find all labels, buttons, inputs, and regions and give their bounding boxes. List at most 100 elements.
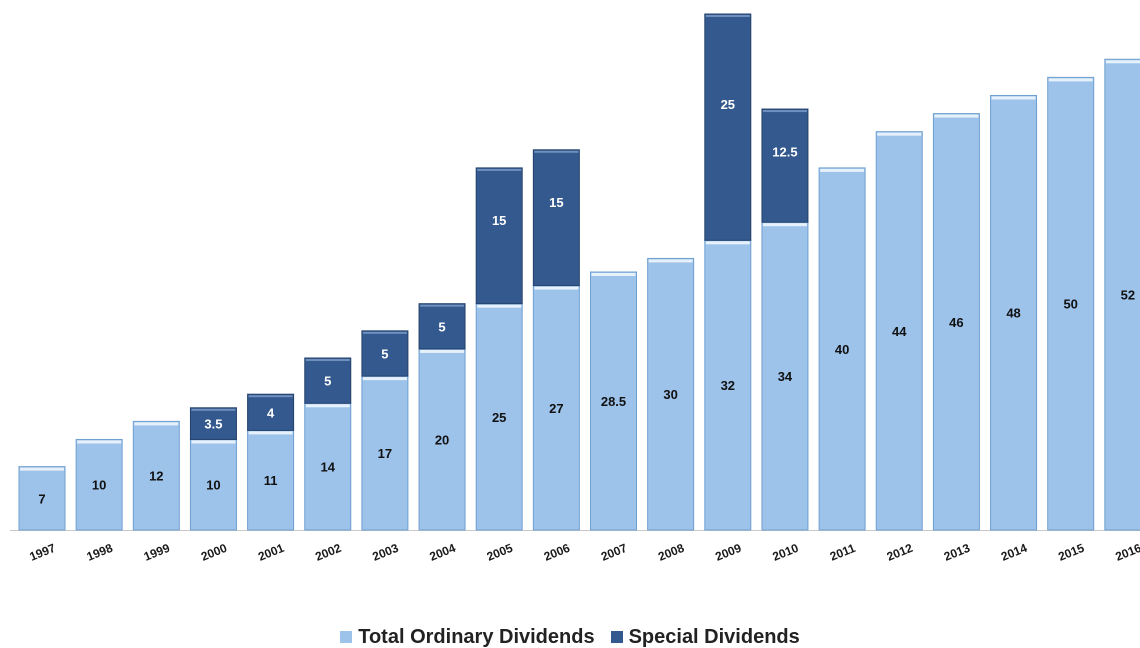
bar-label-ordinary-2014: 48 xyxy=(1006,306,1020,321)
bar-ordinary-2003 xyxy=(361,375,409,531)
bar-label-ordinary-2006: 27 xyxy=(549,401,563,416)
bar-ordinary-highlight-2005 xyxy=(477,304,522,308)
x-tick-label-2009: 2009 xyxy=(713,541,743,564)
legend-item-ordinary: Total Ordinary Dividends xyxy=(340,626,595,648)
chart-legend: Total Ordinary Dividends Special Dividen… xyxy=(0,626,1140,648)
bar-ordinary-1997 xyxy=(18,466,66,531)
bar-special-2003 xyxy=(361,330,409,377)
bar-ordinary-highlight-2016 xyxy=(1105,60,1140,64)
bar-ordinary-2001 xyxy=(247,429,295,531)
legend-swatch-ordinary xyxy=(340,631,353,643)
x-tick-label-1999: 1999 xyxy=(142,541,172,564)
bar-special-2005 xyxy=(475,167,523,305)
x-tick-label-2014: 2014 xyxy=(999,541,1029,564)
x-tick-label-2004: 2004 xyxy=(428,541,458,564)
bar-ordinary-2000 xyxy=(189,438,237,531)
x-tick-label-2001: 2001 xyxy=(256,541,286,564)
bar-ordinary-highlight-2000 xyxy=(191,440,236,444)
bar-label-ordinary-2002: 14 xyxy=(321,460,336,475)
bar-ordinary-highlight-2001 xyxy=(248,431,293,435)
bar-label-ordinary-1998: 10 xyxy=(92,478,106,493)
bar-label-ordinary-2010: 34 xyxy=(778,369,793,384)
bar-ordinary-2008 xyxy=(647,257,695,531)
bar-label-special-2005: 15 xyxy=(492,213,506,228)
x-tick-label-2012: 2012 xyxy=(885,541,915,564)
bar-ordinary-2002 xyxy=(304,402,352,531)
bar-label-ordinary-2003: 17 xyxy=(378,446,392,461)
bar-label-special-2006: 15 xyxy=(549,195,563,210)
x-tick-label-1998: 1998 xyxy=(85,541,115,564)
bar-label-ordinary-2001: 11 xyxy=(264,473,278,488)
bar-ordinary-2009 xyxy=(704,239,752,531)
bar-ordinary-highlight-2002 xyxy=(305,404,350,408)
bar-label-ordinary-2007: 28.5 xyxy=(601,394,626,409)
x-tick-label-2008: 2008 xyxy=(656,541,686,564)
bar-label-ordinary-2013: 46 xyxy=(949,315,963,330)
bar-ordinary-2014 xyxy=(990,94,1038,531)
bar-ordinary-2010 xyxy=(761,221,809,531)
bar-ordinary-highlight-2010 xyxy=(762,223,807,227)
bar-ordinary-highlight-2014 xyxy=(991,96,1036,100)
bar-special-highlight-2006 xyxy=(534,150,579,153)
bar-label-special-2010: 12.5 xyxy=(772,145,797,160)
bar-label-ordinary-1999: 12 xyxy=(149,469,163,484)
x-tick-label-2006: 2006 xyxy=(542,541,572,564)
bar-label-special-2001: 4 xyxy=(267,405,275,420)
bar-ordinary-2013 xyxy=(932,113,980,531)
legend-item-special: Special Dividends xyxy=(610,626,800,648)
bar-special-2000 xyxy=(189,407,237,440)
bar-ordinary-highlight-2006 xyxy=(534,286,579,290)
bar-label-ordinary-2015: 50 xyxy=(1063,297,1077,312)
bar-ordinary-highlight-2009 xyxy=(705,241,750,245)
bar-label-special-2004: 5 xyxy=(438,319,445,334)
bar-special-highlight-2002 xyxy=(305,359,350,361)
bar-label-ordinary-2012: 44 xyxy=(892,324,907,339)
legend-swatch-special xyxy=(610,631,623,643)
bar-special-2002 xyxy=(304,357,352,404)
bar-ordinary-highlight-2007 xyxy=(591,273,636,276)
x-tick-label-2011: 2011 xyxy=(828,541,858,564)
bar-label-ordinary-2005: 25 xyxy=(492,410,506,425)
x-tick-label-2015: 2015 xyxy=(1056,541,1086,564)
bar-label-ordinary-2011: 40 xyxy=(835,342,849,357)
bar-label-ordinary-2016: 52 xyxy=(1121,288,1135,303)
bar-special-highlight-2001 xyxy=(248,395,293,398)
bar-special-highlight-2003 xyxy=(362,331,407,334)
bar-ordinary-highlight-2012 xyxy=(877,132,922,136)
bar-ordinary-2015 xyxy=(1047,76,1095,531)
bar-special-2004 xyxy=(418,303,466,350)
x-tick-label-2007: 2007 xyxy=(599,541,629,564)
bar-label-special-2003: 5 xyxy=(381,346,388,361)
bar-ordinary-2004 xyxy=(418,348,466,531)
bar-ordinary-2011 xyxy=(818,167,866,531)
x-tick-label-2013: 2013 xyxy=(942,541,972,564)
bar-ordinary-2007 xyxy=(590,271,637,531)
bar-ordinary-1999 xyxy=(132,420,180,531)
bar-ordinary-highlight-2004 xyxy=(420,349,465,353)
legend-label-ordinary: Total Ordinary Dividends xyxy=(358,626,595,648)
bar-special-2009 xyxy=(704,13,752,241)
bar-ordinary-highlight-2015 xyxy=(1048,78,1093,82)
bar-special-2006 xyxy=(532,149,580,287)
bar-ordinary-highlight-1997 xyxy=(20,467,64,471)
bar-special-highlight-2009 xyxy=(705,15,750,17)
bar-ordinary-1998 xyxy=(75,438,123,531)
x-tick-label-2003: 2003 xyxy=(370,541,400,564)
x-tick-label-2000: 2000 xyxy=(199,541,229,564)
bar-ordinary-highlight-1999 xyxy=(134,422,179,426)
bar-special-highlight-2004 xyxy=(420,304,465,307)
bar-label-ordinary-1997: 7 xyxy=(38,491,45,506)
bar-special-highlight-2000 xyxy=(191,408,236,411)
x-tick-label-1997: 1997 xyxy=(27,541,57,564)
x-tick-label-2010: 2010 xyxy=(770,541,800,564)
bar-ordinary-highlight-2013 xyxy=(934,114,979,118)
bar-ordinary-2005 xyxy=(475,303,523,531)
bar-special-highlight-2010 xyxy=(762,110,807,113)
bar-ordinary-highlight-2011 xyxy=(820,168,865,172)
bar-label-ordinary-2008: 30 xyxy=(663,387,677,402)
x-tick-label-2016: 2016 xyxy=(1113,541,1140,564)
bar-ordinary-highlight-2008 xyxy=(648,259,693,263)
legend-label-special: Special Dividends xyxy=(628,626,800,648)
